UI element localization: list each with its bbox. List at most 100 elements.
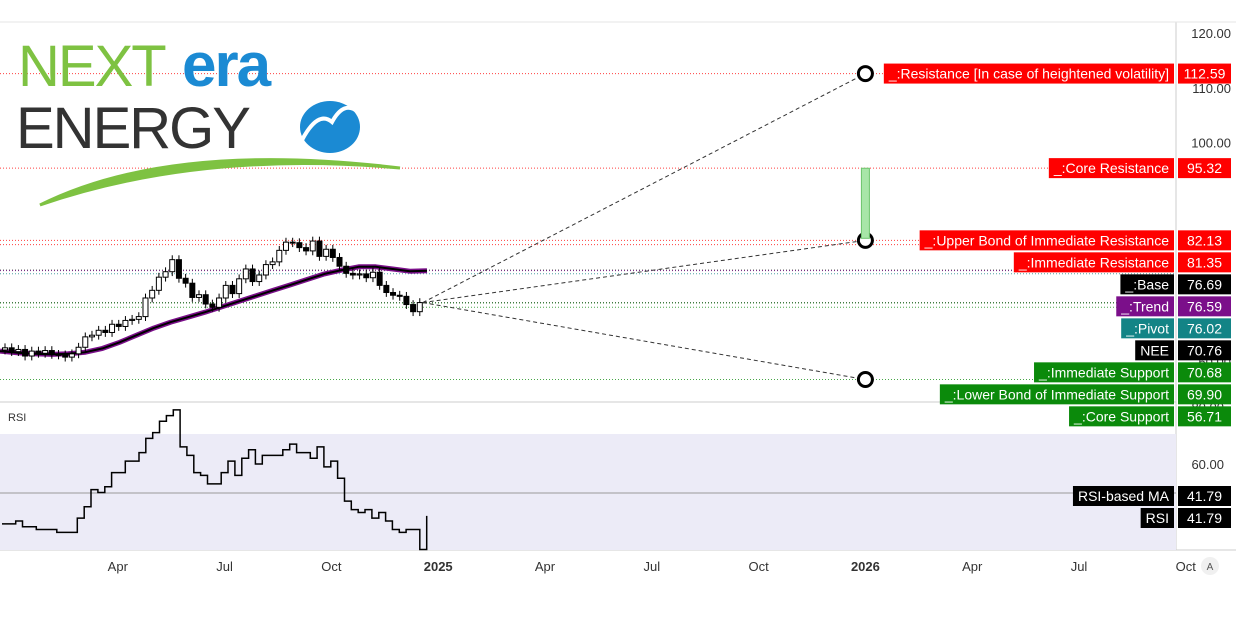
auto-scale-button[interactable]: A [1201,557,1219,575]
trend-line-outer [0,264,428,357]
logo-energy: ENERGY [16,96,250,161]
candle [216,297,223,308]
level-label-tag [1120,274,1174,295]
rsi-label-text: RSI-based MA [1078,488,1170,504]
level-label-text: _:Upper Bond of Immediate Resistance [924,232,1170,248]
time-axis: Apr Jul Oct 2025 Apr Jul Oct 2026 Apr Jul Oct [108,559,1197,574]
projection-layer [422,65,874,389]
projection-target [856,65,874,83]
candle [196,294,203,298]
price-tick-label: 120.00 [1191,26,1231,41]
candle [8,347,15,353]
level-label-tag [1013,252,1174,273]
time-tick-label: Oct [1176,559,1197,574]
level-tags: 112.59 _:Resistance [In case of heightene… [883,63,1231,427]
projection-target [856,371,874,389]
candle [2,347,8,351]
time-tick-label: Apr [108,559,129,574]
level-label-text: _:Immediate Support [1038,364,1169,380]
candle [35,350,42,354]
price-tick-label: 110.00 [1192,81,1231,96]
level-value-tag [1178,296,1231,317]
projection-path [422,239,866,304]
candle [269,261,276,266]
candle [222,284,229,299]
candle [296,242,303,249]
candle [343,265,350,274]
projection-path [422,73,866,304]
rsi-band [0,434,1176,550]
auto-scale-label[interactable]: A [1207,562,1214,573]
level-label-text: _:Core Resistance [1053,160,1169,176]
candle [356,273,363,276]
candle [369,271,376,279]
level-label-text: _:Lower Bond of Immediate Support [944,386,1169,402]
level-label-text: _:Base [1124,276,1169,292]
candle [416,302,423,313]
candle [88,334,95,338]
rsi-label-tag [1072,486,1174,506]
rsi-tags: 41.79 RSI-based MA 41.79 RSI [1072,486,1231,528]
level-label-tag [939,384,1174,405]
candle [202,294,209,305]
candle [95,329,102,336]
candle [410,304,417,313]
candle [175,259,182,279]
candle [309,240,316,252]
price-tick-label: 100.00 [1191,136,1231,151]
level-label-tag [1069,406,1174,427]
candle [316,240,323,257]
candle [22,348,29,357]
level-label-tag [883,63,1174,84]
time-tick-label: 2025 [424,559,453,574]
level-value-text: 81.35 [1187,254,1222,270]
level-label-text: _:Resistance [In case of heightened vola… [888,66,1169,82]
level-value-text: 95.32 [1187,160,1222,176]
candle [249,268,256,283]
candle [209,303,216,308]
time-tick-label: Jul [216,559,233,574]
level-value-text: 70.68 [1187,364,1222,380]
candle [48,350,55,355]
candle [162,271,169,278]
rsi-line [2,409,428,551]
level-label-text: NEE [1140,342,1169,358]
candle [68,353,75,358]
level-value-tag [1178,362,1231,383]
level-label-tag [1121,318,1174,339]
candle [403,295,410,306]
logo-next: NEXT [18,34,166,99]
time-tick-label: Jul [643,559,660,574]
candle [122,319,129,327]
candle [149,289,156,299]
auto-scale-circle[interactable] [1201,557,1219,575]
level-value-text: 112.59 [1184,66,1226,82]
candle [329,248,336,258]
candle [28,350,35,357]
projection-range-box [860,167,870,239]
level-value-tag [1178,318,1231,339]
rsi-value-tag [1178,508,1231,528]
logo-emblem [300,101,360,153]
level-value-tag [1178,63,1231,84]
level-value-tag [1178,406,1231,427]
candle [262,264,269,276]
candle [303,247,310,252]
candle [82,336,89,348]
level-label-text: _:Trend [1120,298,1169,314]
candle [383,284,390,294]
logo-era: era [182,31,272,100]
rsi-pane-title: RSI [8,412,26,424]
level-label-tag [919,230,1174,251]
candle [115,323,122,327]
candle [276,249,283,263]
candle [109,323,116,333]
level-value-tag [1178,230,1231,251]
candle [62,354,69,358]
candle [363,273,370,279]
rsi-label-tag [1140,508,1174,528]
level-label-tag [1116,296,1174,317]
candle [229,284,236,295]
